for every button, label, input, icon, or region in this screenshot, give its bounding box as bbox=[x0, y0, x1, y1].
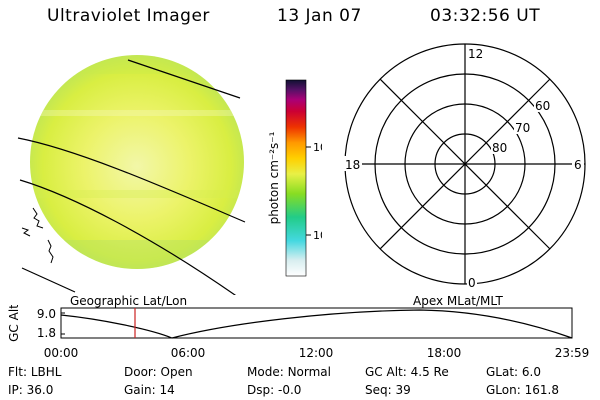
colorbar-label-100: 100 bbox=[313, 141, 322, 154]
mlt-label-top: 12 bbox=[468, 47, 483, 61]
time-tick-0600: 06:00 bbox=[171, 346, 206, 360]
status-glon: GLon: 161.8 bbox=[486, 383, 559, 397]
image-caption: Geographic Lat/Lon bbox=[70, 294, 188, 308]
polar-plot: 12 18 6 0 60 70 80 bbox=[342, 43, 586, 290]
coastline bbox=[21, 207, 54, 264]
lat-label-80: 80 bbox=[492, 141, 507, 155]
altitude-plot-frame bbox=[60, 307, 573, 339]
status-gc-alt: GC Alt: 4.5 Re bbox=[365, 365, 449, 379]
altitude-ytick-label-9: 9.0 bbox=[37, 307, 56, 321]
status-ip: IP: 36.0 bbox=[8, 383, 54, 397]
uv-image-panel bbox=[17, 55, 246, 295]
status-gain: Gain: 14 bbox=[124, 383, 175, 397]
observation-time: 03:32:56 UT bbox=[430, 6, 541, 26]
status-door: Door: Open bbox=[124, 365, 193, 379]
time-tick-1800: 18:00 bbox=[427, 346, 462, 360]
polar-caption: Apex MLat/MLT bbox=[413, 294, 503, 308]
mlt-label-bottom: 0 bbox=[468, 276, 476, 290]
status-seq: Seq: 39 bbox=[365, 383, 411, 397]
status-glat: GLat: 6.0 bbox=[486, 365, 542, 379]
time-tick-2359: 23:59 bbox=[555, 346, 590, 360]
lat-label-70: 70 bbox=[515, 121, 530, 135]
status-mode: Mode: Normal bbox=[247, 365, 331, 379]
latlon-grid-lines bbox=[17, 59, 246, 295]
colorbar-scale bbox=[285, 79, 307, 277]
time-tick-0000: 00:00 bbox=[44, 346, 79, 360]
colorbar-label-10: 10 bbox=[313, 229, 322, 242]
altitude-ytick-label-1.8: 1.8 bbox=[37, 326, 56, 340]
altitude-curve bbox=[60, 309, 573, 339]
status-dsp: Dsp: -0.0 bbox=[247, 383, 302, 397]
observation-date: 13 Jan 07 bbox=[277, 6, 362, 26]
altitude-ylabel: GC Alt bbox=[7, 305, 21, 342]
time-tick-1200: 12:00 bbox=[299, 346, 334, 360]
mlt-label-right: 6 bbox=[574, 158, 582, 172]
altitude-plot: 9.0 1.8 GC Alt 00:00 06:00 12:00 18:00 2… bbox=[7, 305, 590, 360]
polar-diagonal-2 bbox=[379, 78, 551, 250]
earth-disk bbox=[30, 55, 244, 269]
colorbar-unit-label: photon cm⁻²s⁻¹ bbox=[267, 131, 281, 224]
status-flt: Flt: LBHL bbox=[8, 365, 62, 379]
colorbar: 100 10 photon cm⁻²s⁻¹ bbox=[267, 79, 322, 277]
mlt-label-left: 18 bbox=[345, 158, 360, 172]
lat-label-60: 60 bbox=[535, 99, 550, 113]
instrument-title: Ultraviolet Imager bbox=[47, 6, 210, 26]
